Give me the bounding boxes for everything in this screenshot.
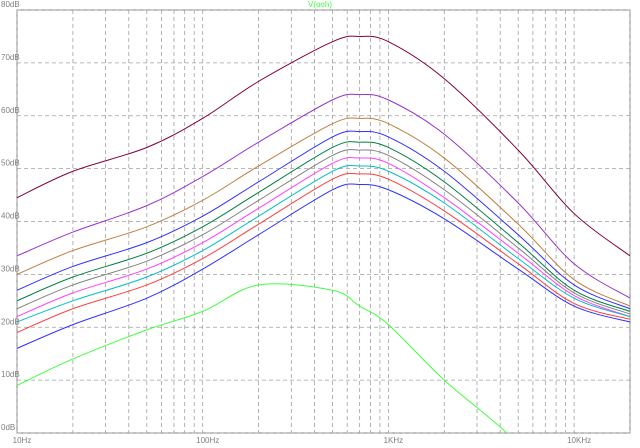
series-line	[17, 164, 630, 323]
series-line	[17, 149, 630, 315]
y-tick-label: 80dB	[1, 0, 20, 9]
x-tick-label: 100Hz	[196, 436, 219, 445]
series-line	[17, 172, 630, 333]
y-tick-label: 10dB	[1, 370, 20, 379]
y-tick-label: 60dB	[1, 106, 20, 115]
series-line	[17, 35, 630, 257]
series-line	[17, 141, 630, 312]
y-tick-label: 40dB	[1, 212, 20, 221]
series-line	[17, 183, 630, 349]
y-tick-label: 0dB	[1, 423, 15, 432]
plot-area	[16, 9, 631, 434]
series-line	[17, 130, 630, 310]
x-tick-label: 10KHz	[567, 436, 591, 445]
y-tick-label: 30dB	[1, 264, 20, 273]
y-tick-label: 70dB	[1, 53, 20, 62]
series-line	[17, 93, 630, 299]
y-tick-label: 20dB	[1, 317, 20, 326]
x-tick-label: 10Hz	[13, 436, 32, 445]
chart-title: V(ooh)	[308, 0, 332, 9]
series-line	[17, 117, 630, 307]
series-line	[17, 283, 508, 433]
x-tick-label: 1KHz	[384, 436, 404, 445]
series-line	[17, 157, 630, 318]
y-tick-label: 50dB	[1, 159, 20, 168]
